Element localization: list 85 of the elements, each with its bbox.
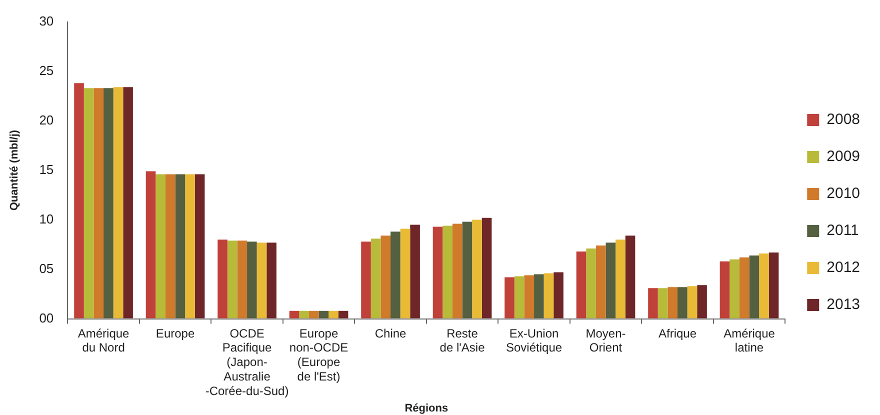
bar bbox=[256, 242, 267, 318]
bar bbox=[84, 88, 94, 318]
bar bbox=[534, 274, 544, 318]
bar bbox=[289, 310, 300, 318]
x-tick-label: Moyen- Orient bbox=[586, 326, 626, 355]
bar bbox=[759, 253, 769, 318]
bar bbox=[146, 171, 156, 318]
bar bbox=[123, 87, 133, 318]
bar bbox=[749, 255, 760, 318]
bar bbox=[625, 236, 636, 318]
bar bbox=[380, 236, 391, 318]
bar bbox=[338, 310, 348, 318]
legend-label: 2008 bbox=[826, 111, 860, 128]
bar bbox=[687, 286, 698, 318]
bar bbox=[739, 257, 750, 318]
bar bbox=[596, 246, 606, 318]
y-tick-label: 10 bbox=[39, 211, 54, 226]
x-tick-label: Chine bbox=[374, 326, 407, 340]
y-tick-label: 20 bbox=[39, 112, 54, 128]
bar bbox=[299, 310, 309, 318]
bar bbox=[616, 240, 626, 318]
bar bbox=[658, 288, 668, 318]
x-tick-label: Amérique latine bbox=[724, 326, 776, 355]
legend-label: 2013 bbox=[826, 296, 860, 314]
bar bbox=[410, 224, 420, 318]
x-tick-label: Europe non-OCDE (Europe de l'Est) bbox=[289, 326, 348, 384]
bar bbox=[668, 287, 678, 318]
legend-label: 2010 bbox=[826, 185, 860, 202]
bar bbox=[504, 277, 514, 318]
bar bbox=[308, 310, 319, 318]
legend-label: 2009 bbox=[826, 148, 860, 166]
bar bbox=[554, 272, 564, 318]
bar bbox=[606, 242, 616, 318]
bar bbox=[185, 174, 195, 318]
bar bbox=[74, 83, 84, 318]
bar bbox=[165, 174, 176, 318]
bar bbox=[390, 232, 400, 318]
bar bbox=[94, 88, 104, 318]
bar bbox=[156, 174, 166, 318]
bar bbox=[482, 218, 492, 318]
bar bbox=[318, 310, 329, 318]
y-tick-label: 05 bbox=[39, 260, 54, 276]
x-tick-label: OCDE Pacifique (Japon- Australie -Corée-du-Sud) bbox=[205, 326, 289, 398]
bar bbox=[175, 174, 186, 318]
bar bbox=[113, 87, 124, 318]
y-tick-label: 15 bbox=[39, 162, 54, 177]
bar bbox=[730, 259, 740, 318]
bar bbox=[576, 251, 586, 318]
bar bbox=[442, 226, 452, 318]
x-tick-label: Afrique bbox=[658, 326, 697, 340]
bar bbox=[266, 242, 276, 318]
bar bbox=[361, 242, 371, 318]
bar bbox=[514, 276, 524, 318]
y-tick-label: 25 bbox=[39, 62, 54, 78]
y-tick-label: 30 bbox=[39, 13, 54, 28]
x-tick-label: Ex-Union Soviétique bbox=[506, 326, 562, 355]
bar bbox=[472, 220, 482, 318]
x-tick-label: Reste de l'Asie bbox=[440, 326, 486, 355]
bar bbox=[370, 238, 381, 318]
bar bbox=[452, 224, 462, 318]
y-axis-title: Quantité (mbl/j) bbox=[8, 130, 21, 211]
bar bbox=[328, 310, 338, 318]
y-tick-label: 00 bbox=[39, 310, 54, 326]
legend-label: 2011 bbox=[826, 222, 859, 240]
bar bbox=[432, 226, 443, 318]
bar bbox=[462, 222, 472, 318]
bar bbox=[237, 240, 248, 318]
bar bbox=[768, 252, 779, 318]
bar bbox=[227, 240, 238, 318]
legend-label: 2012 bbox=[826, 259, 860, 276]
x-tick-label: Amérique du Nord bbox=[78, 326, 130, 355]
bar bbox=[544, 273, 554, 318]
bar bbox=[648, 288, 658, 318]
bar bbox=[720, 261, 730, 318]
bar bbox=[104, 88, 114, 318]
bar bbox=[400, 228, 410, 318]
x-tick-label: Europe bbox=[156, 326, 195, 340]
bar bbox=[697, 285, 707, 318]
bar bbox=[524, 275, 534, 318]
x-axis-title: Régions bbox=[404, 402, 448, 414]
bar bbox=[194, 174, 205, 318]
bar bbox=[247, 242, 257, 318]
bar bbox=[218, 240, 228, 318]
bar bbox=[678, 287, 688, 318]
bar bbox=[586, 248, 596, 318]
